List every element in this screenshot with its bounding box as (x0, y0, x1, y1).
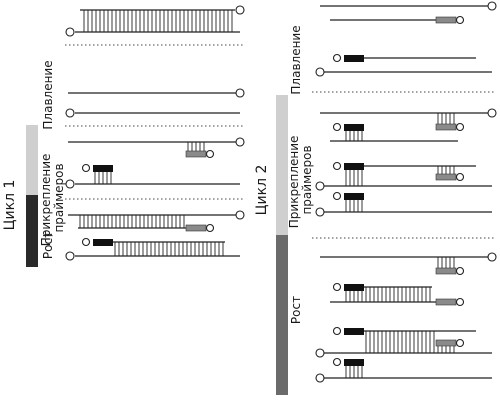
c1-ext-bottom-bonds (114, 242, 224, 256)
cycle-2-stage-melting: Плавление (289, 25, 303, 94)
c2-ext2-grey-cap (455, 297, 465, 307)
c2-ext3-strand-b-cap (315, 348, 325, 358)
c2-ext4-black-primer (344, 359, 364, 366)
c2-ext3-bonds (365, 331, 455, 353)
c2-ext3-grey-primer (435, 339, 457, 347)
c2-ext3-grey-cap (455, 338, 465, 348)
cycle-2-stage-annealing: Прикрепление праймеров (287, 132, 314, 228)
c1-anneal-black-primer (93, 165, 113, 172)
cycle-2-labels: Цикл 2 Плавление Прикрепление праймеров … (254, 25, 314, 395)
c2-ext2-black-cap (332, 282, 342, 292)
c1-ext-bottom-cap (65, 251, 75, 261)
c1-extension-top (68, 210, 245, 233)
c2-ann1-black-cap (332, 122, 342, 132)
cycle-2-title: Цикл 2 (254, 165, 270, 216)
cycle-2-annealing-bar (276, 95, 288, 235)
cycle-1-labels: Цикл 1 Плавление Прикрепление праймеров … (2, 60, 66, 267)
c2-melt-strand-3-cap (332, 53, 342, 63)
c1-ext-grey-primer (185, 224, 207, 232)
cycle-1-strands (65, 5, 245, 261)
c1-ext-grey-cap (205, 223, 215, 233)
c2-ann2-strand-b-cap (315, 181, 325, 191)
cycle-2-extension-bar (276, 235, 288, 395)
c2-ann3-strand-cap (315, 207, 325, 217)
c2-ext2-black-primer (344, 284, 364, 291)
c1-extension-bottom (65, 237, 240, 261)
c2-ext4-black-cap (332, 357, 342, 367)
c2-ext3-black-cap (332, 326, 342, 336)
cycle-1-stage-melting: Плавление (41, 60, 55, 129)
c1-melt-bottom-cap (65, 108, 75, 118)
cycle-1-annealing-bar (26, 125, 38, 195)
c1-ext-top-cap (235, 210, 245, 220)
c2-ext2-bonds (345, 287, 431, 302)
c1-anneal-top-cap (235, 137, 245, 147)
c1-melt-top-cap (235, 88, 245, 98)
c2-melt-strand-2-cap (455, 15, 465, 25)
c2-ext1-strand-a-cap (487, 252, 497, 262)
c2-annealing-block-3 (315, 191, 492, 217)
c2-ann2-bonds (345, 166, 455, 186)
c2-extension-block-2 (330, 282, 465, 307)
c2-annealing-block-1 (320, 108, 497, 142)
c1-annealing-top (68, 137, 245, 159)
cycle-1-extension-bar (26, 195, 38, 267)
c1-anneal-bottom-cap (65, 179, 75, 189)
c2-ann1-bonds (345, 113, 455, 141)
cycle-1-stage-annealing-line1: Прикрепление (39, 154, 53, 247)
c1-initial-hydrogen-bonds (83, 10, 233, 32)
c1-melted-strands (65, 88, 245, 118)
c2-ann2-grey-cap (455, 172, 465, 182)
cycle-2-stage-annealing-line1: Прикрепление (287, 136, 301, 229)
c1-ext-top-bonds (79, 215, 185, 228)
c2-ann2-black-primer (344, 163, 364, 170)
c2-ann2-grey-primer (435, 173, 457, 181)
c2-ext3-black-primer (344, 328, 364, 335)
c2-melted-strands (315, 1, 497, 77)
c2-ext1-grey-cap (455, 266, 465, 276)
c2-ann1-grey-primer (435, 123, 457, 131)
cycle-2-strands (312, 1, 497, 383)
c1-initial-duplex (65, 5, 245, 37)
c1-ext-black-primer (93, 239, 113, 246)
c1-annealing-bottom (65, 163, 240, 189)
c2-ext1-grey-primer (435, 267, 457, 275)
cycle-2-stage-extension: Рост (289, 296, 303, 324)
c1-ext-black-cap (81, 237, 91, 247)
cycle-1-title: Цикл 1 (2, 180, 18, 231)
c1-anneal-grey-primer (185, 150, 207, 158)
c2-ann3-black-primer (344, 193, 364, 200)
c2-melt-grey-primer (435, 16, 457, 24)
c2-ann3-black-cap (332, 191, 342, 201)
c2-extension-block-3 (315, 326, 492, 358)
c1-initial-bottom-cap (65, 27, 75, 37)
cycle-1-stage-annealing-line2: праймеров (52, 163, 66, 232)
c1-anneal-black-cap (81, 163, 91, 173)
c2-ann2-black-cap (332, 161, 342, 171)
c1-anneal-grey-cap (205, 149, 215, 159)
c2-melt-black-primer (344, 55, 364, 62)
c2-annealing-block-2 (315, 161, 492, 191)
cycle-1-stage-extension: Рост (41, 231, 55, 259)
c2-melt-strand-1-cap (487, 1, 497, 11)
cycle-1-stage-annealing: Прикрепление праймеров (39, 150, 66, 246)
c2-ann1-black-primer (344, 124, 364, 131)
c1-initial-top-cap (235, 5, 245, 15)
c2-ext1-bonds (437, 257, 455, 268)
c2-ext2-grey-primer (435, 298, 457, 306)
cycle-2-stage-annealing-line2: праймеров (300, 145, 314, 214)
c2-melt-strand-4-cap (315, 67, 325, 77)
c2-ann1-strand-a-cap (487, 108, 497, 118)
c2-ann3-bonds (345, 200, 363, 212)
c2-extension-block-4 (315, 357, 492, 383)
c2-ext4-bonds (345, 366, 363, 378)
c2-extension-block-1 (320, 252, 497, 276)
c2-ann1-grey-cap (455, 122, 465, 132)
c2-ext4-strand-cap (315, 373, 325, 383)
